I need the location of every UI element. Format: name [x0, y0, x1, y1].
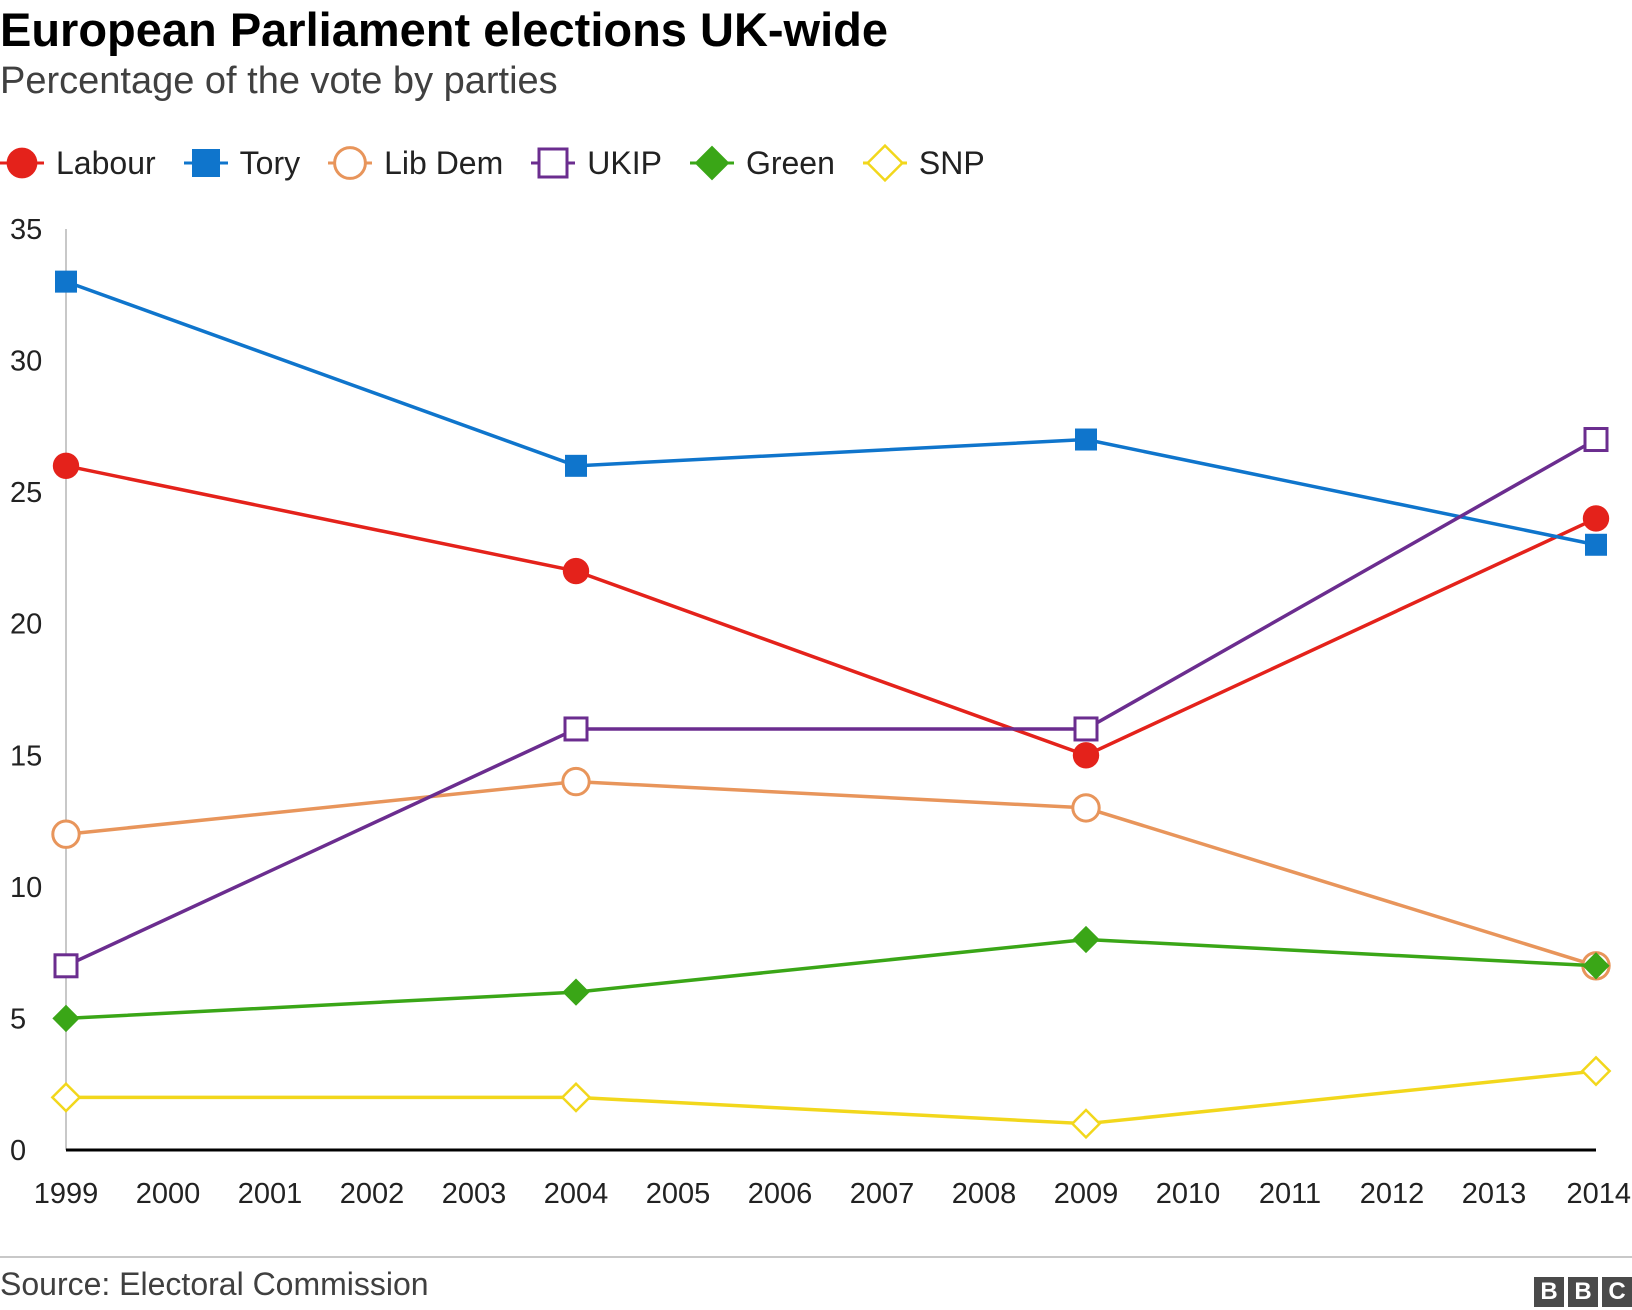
data-point-lib-dem — [561, 766, 591, 797]
logo-letter: B — [1534, 1277, 1564, 1307]
data-point-ukip — [563, 716, 589, 742]
legend-swatch-snp — [862, 143, 907, 183]
data-point-green — [1582, 952, 1610, 980]
x-tick-label: 2012 — [1360, 1178, 1425, 1210]
data-point-ukip — [1073, 716, 1099, 742]
legend-marker-green — [694, 145, 730, 181]
chart-subtitle: Percentage of the vote by parties — [0, 60, 558, 102]
bbc-logo: B B C — [1530, 1277, 1632, 1307]
legend-swatch-tory — [183, 149, 228, 177]
series-line-labour — [65, 464, 1597, 758]
data-point-labour — [52, 452, 80, 480]
data-point-snp — [50, 1081, 82, 1113]
legend-item-lib-dem: Lib Dem — [328, 143, 503, 183]
data-point-tory — [1585, 533, 1607, 556]
series-line-tory — [65, 279, 1597, 547]
legend-label: Tory — [239, 144, 301, 181]
legend-item-tory: Tory — [183, 143, 301, 183]
y-tick-label: 30 — [10, 346, 42, 378]
legend-swatch-labour — [0, 147, 44, 179]
legend-marker-labour — [6, 147, 38, 179]
series-labour — [52, 452, 1610, 769]
y-tick-label: 20 — [10, 609, 42, 641]
data-point-tory — [55, 270, 77, 293]
data-point-snp — [1070, 1108, 1102, 1140]
x-tick-label: 2005 — [646, 1178, 711, 1210]
legend-item-snp: SNP — [862, 143, 985, 183]
series-layer — [50, 270, 1612, 1140]
x-tick-label: 2002 — [340, 1178, 405, 1210]
x-tick-label: 2008 — [952, 1178, 1017, 1210]
logo-letter: B — [1568, 1277, 1598, 1307]
legend-swatch-lib-dem — [328, 146, 373, 180]
y-tick-label: 25 — [10, 477, 42, 509]
x-tick-label: 2003 — [442, 1178, 507, 1210]
y-tick-label: 35 — [10, 214, 42, 246]
series-line-green — [65, 937, 1597, 1021]
x-tick-label: 2010 — [1156, 1178, 1221, 1210]
legend-label: Green — [745, 144, 835, 181]
y-tick-label: 15 — [10, 740, 42, 772]
legend-marker-ukip — [537, 147, 569, 179]
data-point-tory — [1075, 428, 1097, 451]
chart-legend: Labour Tory Lib Dem UKIP Green SNP — [0, 140, 1013, 186]
logo-letter: C — [1602, 1277, 1632, 1307]
x-tick-label: 2014 — [1566, 1178, 1631, 1210]
legend-swatch-green — [689, 145, 734, 181]
legend-item-labour: Labour — [0, 143, 156, 183]
x-tick-label: 2013 — [1462, 1178, 1527, 1210]
data-point-green — [52, 1004, 80, 1033]
legend-label: UKIP — [587, 144, 662, 181]
data-point-snp — [1580, 1055, 1612, 1087]
legend-label: Labour — [56, 144, 156, 181]
legend-swatch-ukip — [531, 147, 576, 179]
data-point-lib-dem — [1071, 793, 1101, 823]
y-axis: 0 5 10 15 20 25 30 35 — [10, 214, 67, 1167]
data-point-labour — [1072, 742, 1100, 769]
data-point-lib-dem — [51, 819, 81, 849]
legend-marker-tory — [191, 149, 220, 177]
x-tick-label: 2009 — [1054, 1178, 1119, 1210]
data-point-labour — [562, 557, 590, 585]
data-point-tory — [565, 454, 587, 477]
y-tick-label: 5 — [10, 1003, 26, 1035]
series-lib-dem — [51, 766, 1611, 981]
legend-marker-snp — [865, 143, 905, 183]
legend-label: Lib Dem — [384, 144, 504, 181]
line-chart: 0 5 10 15 20 25 30 35 1999 2000 2001 2002 2003 2004 2… — [10, 214, 1631, 1210]
data-point-green — [562, 978, 590, 1006]
series-tory — [55, 270, 1607, 556]
x-tick-label: 2007 — [850, 1178, 915, 1210]
data-point-snp — [560, 1081, 592, 1113]
chart-title: European Parliament elections UK-wide — [0, 3, 888, 56]
legend-item-green: Green — [689, 143, 835, 183]
data-point-ukip — [1583, 427, 1609, 453]
series-green — [52, 925, 1610, 1033]
legend-marker-lib-dem — [333, 146, 367, 180]
series-snp — [50, 1055, 1612, 1140]
series-line-ukip — [65, 437, 1597, 968]
x-tick-label: 2004 — [544, 1178, 609, 1210]
legend-item-ukip: UKIP — [531, 143, 662, 183]
y-tick-label: 0 — [10, 1135, 26, 1167]
y-tick-label: 10 — [10, 872, 42, 904]
data-point-labour — [1582, 505, 1610, 532]
x-axis: 1999 2000 2001 2002 2003 2004 2005 2006 2007 2008… — [34, 1148, 1631, 1210]
x-tick-label: 2006 — [748, 1178, 813, 1210]
data-point-green — [1072, 925, 1100, 954]
x-tick-label: 2001 — [238, 1178, 303, 1210]
x-tick-label: 1999 — [34, 1178, 99, 1210]
series-line-lib-dem — [65, 779, 1597, 968]
legend-label: SNP — [918, 144, 985, 181]
source-note: Source: Electoral Commission — [0, 1266, 429, 1302]
data-point-ukip — [53, 953, 79, 979]
x-tick-label: 2000 — [136, 1178, 201, 1210]
series-line-snp — [66, 1069, 1597, 1126]
series-ukip — [53, 427, 1609, 979]
footer-divider — [0, 1256, 1632, 1258]
x-tick-label: 2011 — [1259, 1178, 1321, 1210]
